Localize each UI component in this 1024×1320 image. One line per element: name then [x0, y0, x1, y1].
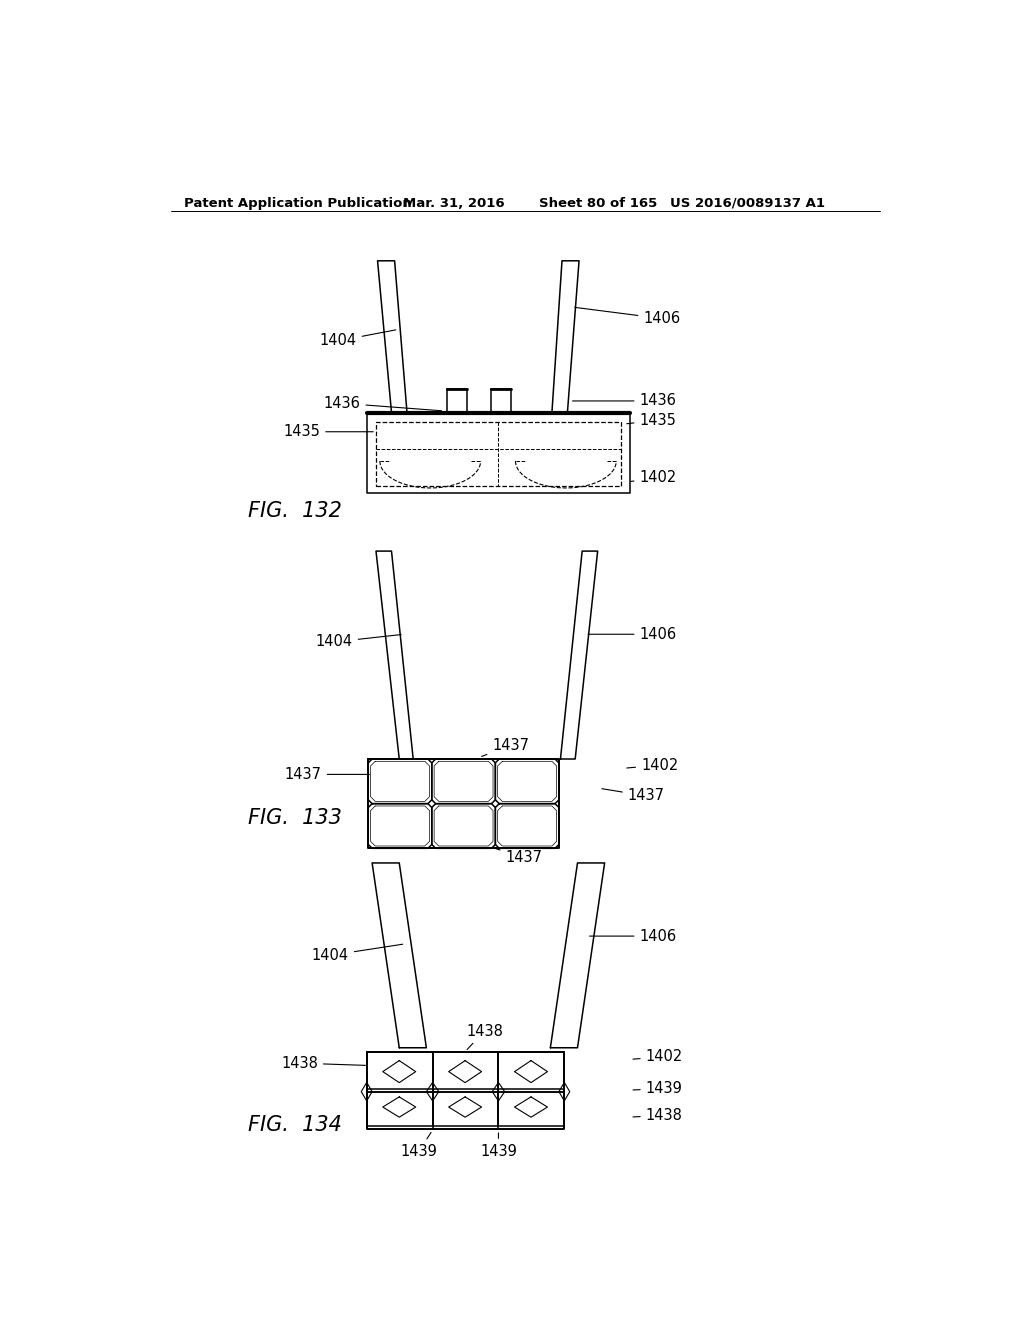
Text: 1404: 1404	[311, 944, 402, 962]
Text: FIG.  133: FIG. 133	[248, 808, 342, 828]
Text: US 2016/0089137 A1: US 2016/0089137 A1	[671, 197, 825, 210]
Text: 1438: 1438	[281, 1056, 366, 1071]
Text: Patent Application Publication: Patent Application Publication	[183, 197, 412, 210]
Text: 1406: 1406	[574, 308, 681, 326]
Text: 1406: 1406	[590, 928, 677, 944]
Text: 1406: 1406	[588, 627, 677, 642]
Text: 1438: 1438	[633, 1107, 683, 1123]
Text: 1435: 1435	[627, 413, 677, 428]
Text: 1404: 1404	[315, 635, 401, 649]
Text: 1439: 1439	[400, 1133, 437, 1159]
Text: FIG.  132: FIG. 132	[248, 502, 342, 521]
Text: FIG.  134: FIG. 134	[248, 1115, 342, 1135]
Text: 1435: 1435	[284, 424, 373, 440]
Text: 1437: 1437	[602, 788, 665, 804]
Text: 1437: 1437	[495, 849, 543, 865]
Text: 1438: 1438	[466, 1023, 503, 1049]
Text: 1436: 1436	[324, 396, 441, 411]
Bar	[376, 422, 621, 486]
Text: 1439: 1439	[480, 1133, 517, 1159]
Text: 1404: 1404	[319, 330, 395, 348]
Text: 1437: 1437	[481, 738, 529, 756]
Text: 1402: 1402	[627, 758, 678, 772]
Text: 1439: 1439	[633, 1081, 683, 1096]
Text: 1402: 1402	[633, 1049, 683, 1064]
Text: 1436: 1436	[572, 393, 677, 408]
Text: 1402: 1402	[631, 470, 677, 486]
Text: 1437: 1437	[285, 767, 370, 781]
Text: Sheet 80 of 165: Sheet 80 of 165	[539, 197, 657, 210]
Text: Mar. 31, 2016: Mar. 31, 2016	[403, 197, 505, 210]
